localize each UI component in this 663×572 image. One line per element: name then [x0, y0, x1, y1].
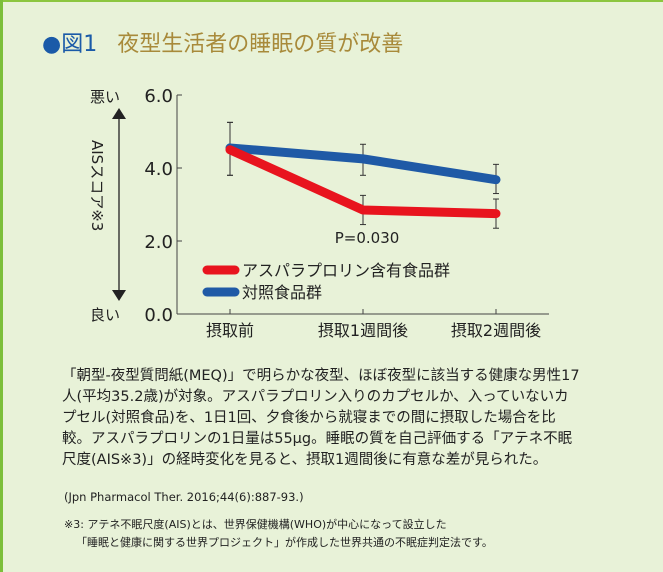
figure-title: ●図1 夜型生活者の睡眠の質が改善 — [42, 26, 403, 58]
data-point — [495, 178, 497, 181]
legend-label: アスパラプロリン含有食品群 — [242, 261, 450, 280]
frame-left-border — [0, 0, 3, 572]
data-point — [495, 212, 497, 215]
x-tick-label: 摂取1週間後 — [318, 321, 408, 340]
arrow-down-icon — [112, 290, 126, 301]
footnote-line1: ※3: アテネ不眠尺度(AIS)とは、世界保健機構(WHO)が中心になって設立し… — [64, 518, 447, 531]
arrow-up-icon — [112, 108, 126, 119]
data-point — [362, 157, 364, 160]
footnote-line2: 「睡眠と健康に関する世界プロジェクト」が作成した世界共通の不眠症判定法です。 — [76, 536, 493, 549]
y-label-bottom: 良い — [90, 306, 120, 324]
y-tick-label: 2.0 — [144, 232, 173, 253]
x-tick-label: 摂取2週間後 — [451, 321, 541, 340]
title-text: 夜型生活者の睡眠の質が改善 — [117, 32, 404, 57]
figure-label: ●図1 — [42, 32, 98, 57]
y-tick-label: 4.0 — [144, 159, 173, 180]
y-tick-label: 0.0 — [144, 305, 173, 326]
description-text: 「朝型-夜型質問紙(MEQ)」で明らかな夜型、ほぼ夜型に該当する健康な男性17人… — [62, 368, 580, 468]
y-tick-label: 6.0 — [144, 86, 173, 107]
reference: (Jpn Pharmacol Ther. 2016;44(6):887-93.) — [64, 490, 304, 504]
y-axis-label: AISスコア※3 — [88, 140, 106, 231]
data-point — [229, 148, 231, 151]
p-value-annotation: P=0.030 — [335, 229, 400, 247]
frame-top-border — [0, 0, 663, 2]
x-tick-label: 摂取前 — [206, 321, 254, 340]
footnote: ※3: アテネ不眠尺度(AIS)とは、世界保健機構(WHO)が中心になって設立し… — [64, 516, 493, 552]
y-label-top: 悪い — [90, 88, 120, 106]
data-point — [362, 208, 364, 211]
legend-label: 対照食品群 — [242, 283, 322, 302]
